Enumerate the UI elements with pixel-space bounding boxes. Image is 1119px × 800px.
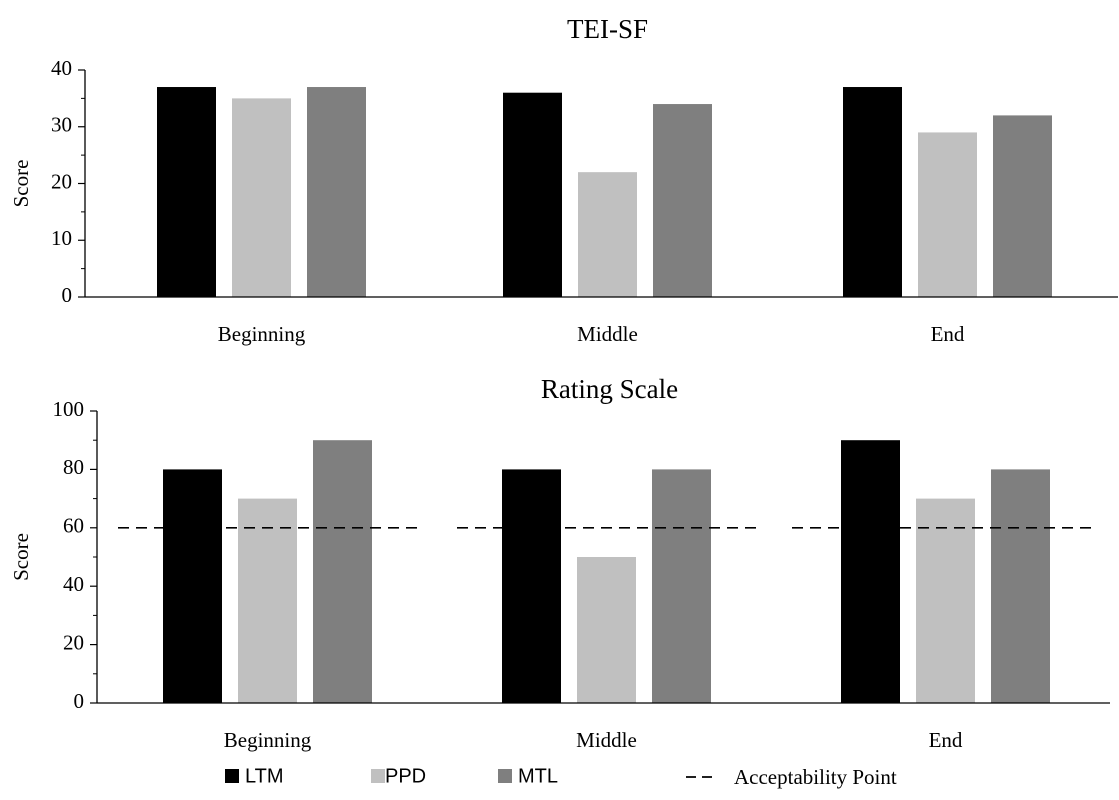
bar-ppd-end (916, 498, 975, 703)
bar-ltm-middle (502, 469, 561, 703)
bar-mtl-beginning (313, 440, 372, 703)
legend-swatch-mtl (498, 769, 512, 783)
bar-mtl-end (993, 115, 1052, 298)
legend-label-mtl: MTL (518, 765, 558, 787)
x-category-label: End (931, 322, 965, 346)
bar-ltm-beginning (157, 87, 216, 298)
legend-swatch-ltm (225, 769, 239, 783)
chart-rating-scale: Rating Scale Score 0 20 40 60 80 100 Beginning Mi… (9, 374, 1110, 752)
legend-swatch-ppd (371, 769, 385, 783)
y-tick-label: 30 (51, 113, 72, 137)
bar-mtl-end (991, 469, 1050, 703)
y-tick-label: 0 (74, 689, 85, 713)
bar-ppd-end (918, 132, 977, 297)
legend-label-ltm: LTM (245, 765, 284, 787)
legend: LTM PPD MTL Acceptability Point (225, 765, 897, 789)
x-category-label: Beginning (224, 728, 312, 752)
y-tick-label: 0 (62, 283, 73, 307)
legend-label-ppd: PPD (385, 765, 426, 787)
y-tick-label: 60 (63, 514, 84, 538)
x-category-label: Middle (577, 322, 638, 346)
y-tick-label: 40 (51, 56, 72, 80)
bar-ltm-end (841, 440, 900, 703)
y-tick-label: 40 (63, 572, 84, 596)
y-axis-label: Score (9, 160, 33, 208)
x-category-label: Middle (576, 728, 637, 752)
y-tick-label: 80 (63, 455, 84, 479)
chart-title: TEI-SF (567, 14, 648, 44)
bar-ppd-beginning (238, 498, 297, 703)
y-axis-label: Score (9, 533, 33, 581)
legend-label-acceptability-point: Acceptability Point (734, 765, 897, 789)
y-tick-label: 100 (53, 397, 85, 421)
bar-mtl-middle (653, 104, 712, 297)
y-tick-label: 20 (51, 169, 72, 193)
bar-ltm-beginning (163, 469, 222, 703)
bar-ppd-beginning (232, 98, 291, 297)
x-category-label: End (929, 728, 963, 752)
bar-ppd-middle (577, 557, 636, 703)
bar-ltm-end (843, 87, 902, 298)
y-tick-label: 10 (51, 226, 72, 250)
chart-title: Rating Scale (541, 374, 678, 404)
chart-tei-sf: TEI-SF Score 0 10 20 30 40 Beginning Middle End (9, 14, 1118, 346)
bar-ltm-middle (503, 92, 562, 297)
bar-mtl-beginning (307, 87, 366, 298)
bar-ppd-middle (578, 172, 637, 297)
bar-mtl-middle (652, 469, 711, 703)
y-tick-label: 20 (63, 630, 84, 654)
x-category-label: Beginning (218, 322, 306, 346)
